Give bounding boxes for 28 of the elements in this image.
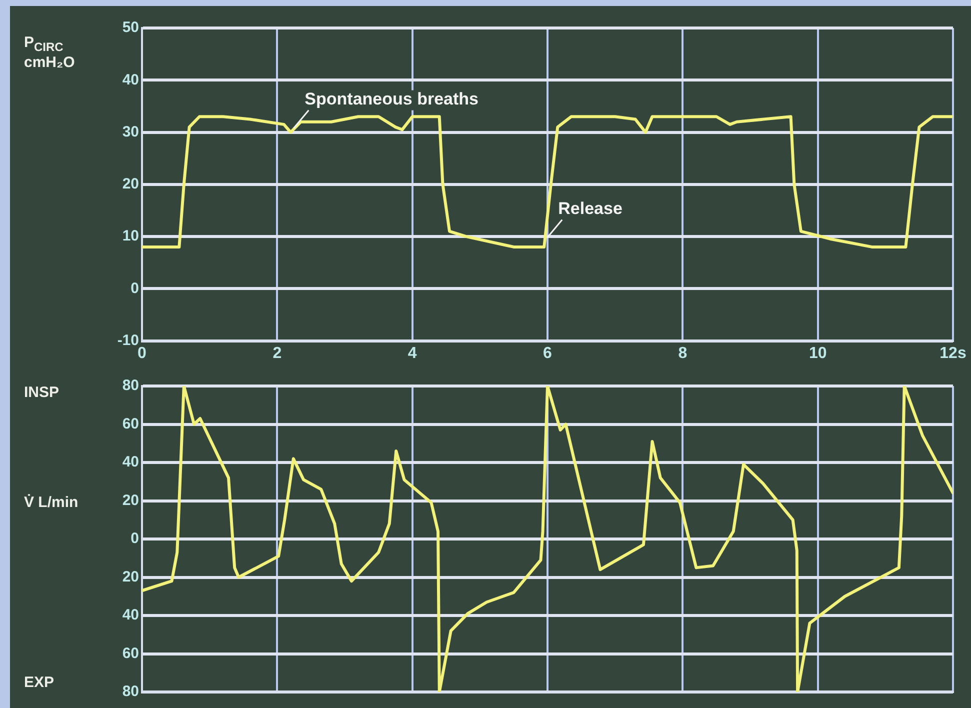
y-tick-label: 40 xyxy=(122,71,139,88)
x-tick-label: 6 xyxy=(543,344,552,362)
annotation: Release xyxy=(558,198,622,218)
y-tick-label: 40 xyxy=(122,454,139,471)
y-axis-title: P$_{CIRC}$ cmH₂O xyxy=(24,34,76,71)
y-tick-label: 0 xyxy=(130,530,139,548)
y-tick-label: 50 xyxy=(122,19,139,36)
y-tick-label: 60 xyxy=(122,415,139,432)
y-tick-label: 0 xyxy=(130,280,139,297)
annotation: Spontaneous breaths xyxy=(304,89,478,108)
y-tick-label: 20 xyxy=(122,492,139,509)
y-tick-label: 40 xyxy=(122,606,139,624)
y-tick-label: -10 xyxy=(117,332,139,349)
x-tick-label: 10 xyxy=(808,344,827,362)
y-tick-label: 80 xyxy=(122,683,139,700)
text: EXP xyxy=(24,674,54,691)
y-axis-title: V̇ L/min xyxy=(24,494,80,511)
x-tick-label: 8 xyxy=(678,344,688,362)
text: INSP xyxy=(24,384,60,401)
y-tick-label: 80 xyxy=(122,377,139,394)
y-tick-label: 10 xyxy=(122,228,139,245)
y-tick-label: 30 xyxy=(122,123,139,140)
y-tick-label: 20 xyxy=(122,176,139,193)
x-tick-label: 12s xyxy=(940,344,966,362)
x-tick-label: 4 xyxy=(408,344,417,362)
y-tick-label: 20 xyxy=(122,568,139,586)
x-tick-label: 2 xyxy=(272,344,282,362)
y-tick-label: 60 xyxy=(122,644,139,662)
